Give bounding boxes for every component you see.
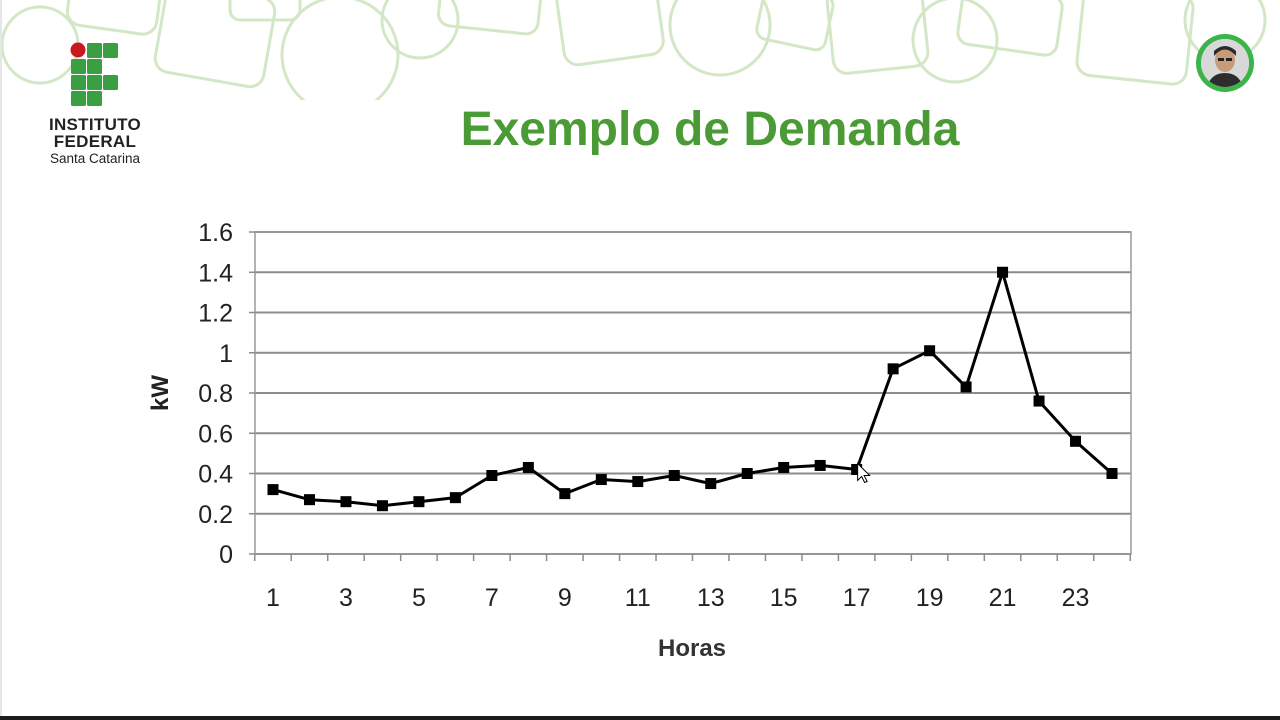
data-point-marker	[559, 488, 571, 500]
data-point-marker	[595, 474, 607, 486]
data-point-marker	[924, 345, 936, 357]
data-point-marker	[522, 461, 534, 473]
y-axis-label: kW	[147, 375, 174, 411]
y-tick-label: 1.6	[198, 219, 233, 247]
x-tick-label: 17	[843, 584, 871, 612]
bottom-bar	[0, 716, 1280, 720]
y-tick-label: 0.4	[198, 461, 233, 489]
x-axis-ticks: 1 3 5 7 9 11 13 15 17 19 21 23	[254, 554, 1131, 612]
data-point-marker	[486, 470, 498, 482]
x-tick-label: 11	[625, 584, 651, 612]
data-point-marker	[960, 381, 972, 393]
y-tick-label: 1.4	[198, 259, 233, 287]
data-point-marker	[851, 463, 863, 475]
institute-logo: INSTITUTO FEDERAL Santa Catarina	[40, 40, 150, 170]
x-tick-label: 21	[989, 584, 1017, 612]
data-point-marker	[413, 496, 425, 508]
data-point-marker	[632, 476, 644, 488]
x-tick-label: 3	[339, 584, 353, 612]
data-point-marker	[778, 461, 790, 473]
data-point-marker	[449, 492, 461, 504]
x-tick-label: 7	[485, 584, 499, 612]
data-point-marker	[814, 459, 826, 471]
data-point-marker	[741, 468, 753, 479]
y-tick-label: 1	[219, 340, 233, 368]
institute-logo-mark	[70, 42, 118, 106]
x-tick-label: 13	[697, 584, 725, 612]
data-point-marker	[668, 470, 680, 482]
presenter-avatar	[1196, 34, 1254, 92]
x-axis-label: Horas	[658, 635, 726, 662]
y-axis-ticks: 0 0.2 0.4 0.6 0.8 1 1.2 1.4 1.6	[198, 219, 255, 569]
y-tick-label: 0.6	[198, 420, 233, 448]
x-tick-label: 5	[412, 584, 426, 612]
y-tick-label: 0	[219, 541, 233, 569]
slide-title: Exemplo de Demanda	[460, 103, 960, 156]
data-point-marker	[376, 500, 388, 512]
avatar-photo	[1201, 39, 1249, 87]
data-point-marker	[1033, 395, 1045, 407]
x-tick-label: 9	[558, 584, 572, 612]
x-tick-label: 19	[916, 584, 944, 612]
person-icon	[1201, 39, 1249, 87]
data-point-marker	[705, 478, 717, 490]
logo-text-campus: Santa Catarina	[49, 151, 141, 166]
decorative-background-shapes	[0, 0, 1267, 100]
data-point-marker	[997, 266, 1009, 278]
y-tick-label: 0.2	[198, 501, 233, 529]
x-tick-label: 1	[266, 584, 280, 612]
demand-line-chart: 00.20.40.60.811.21.41.6 1 3 5 7 9 11 13 15 17 19 2…	[147, 219, 1132, 662]
x-tick-label: 23	[1062, 584, 1090, 612]
logo-text-institute: INSTITUTO	[48, 115, 142, 134]
data-point-marker	[887, 363, 899, 375]
data-point-marker	[1070, 435, 1082, 447]
data-point-marker	[303, 494, 315, 506]
y-tick-label: 1.2	[198, 300, 233, 328]
series-markers	[267, 266, 1118, 512]
slide-left-edge	[0, 0, 2, 720]
data-point-marker	[340, 496, 352, 508]
series-line-demand	[272, 270, 1113, 508]
logo-text-federal: FEDERAL	[53, 132, 137, 151]
data-point-marker	[267, 484, 279, 496]
data-point-marker	[1106, 468, 1118, 479]
y-tick-label: 0.8	[198, 380, 233, 408]
mouse-cursor-icon	[857, 462, 871, 484]
x-tick-label: 15	[770, 584, 798, 612]
